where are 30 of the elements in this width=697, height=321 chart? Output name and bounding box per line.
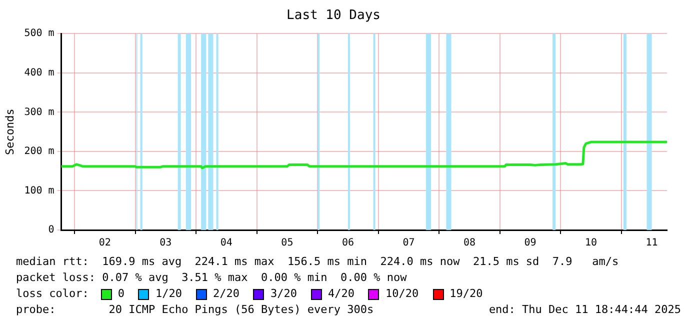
x-tick-label: 03 [160,238,172,249]
y-tick-label: 0 [48,224,54,236]
legend-label: 2/20 [212,286,240,302]
legend-title: loss color: [16,286,89,302]
x-tick-label: 05 [281,238,294,249]
x-tick-label: 08 [463,238,476,249]
text: probe: 20 ICMP Echo Pings (56 Bytes) every 300s [16,302,374,318]
chart-title: Last 10 Days [286,8,380,24]
y-tick-label: 500 m [24,28,54,40]
y-tick-label: 400 m [24,67,54,78]
y-axis-title: Seconds [3,108,16,155]
y-tick-label: 300 m [24,106,54,118]
x-tick-label: 09 [524,238,536,249]
text: packet loss: 0.07 % avg 3.51 % max 0.00 % min 0.00 % now [16,270,408,286]
text: median rtt: 169.9 ms avg 224.1 ms max 156.5 ms min 224.0 ms now 21.5 ms sd 7.9 am/s [16,254,620,270]
x-tick-label: 02 [98,238,111,249]
legend-label: 3/20 [270,286,297,302]
legend-label: 4/20 [328,286,354,302]
legend-label: 0 [118,286,124,302]
y-tick-label: 100 m [24,185,54,196]
legend-label: 19/20 [450,286,483,302]
legend-label: 10/20 [385,286,419,302]
x-tick-label: 10 [585,238,598,249]
x-tick-label: 07 [402,238,415,249]
x-tick-label: 04 [220,238,232,249]
x-tick-label: 06 [342,238,354,249]
x-tick-label: 11 [646,238,658,249]
y-tick-label: 200 m [24,146,54,158]
legend-label: 1/20 [155,286,182,302]
text: end: Thu Dec 11 18:44:44 2025 [488,302,681,318]
